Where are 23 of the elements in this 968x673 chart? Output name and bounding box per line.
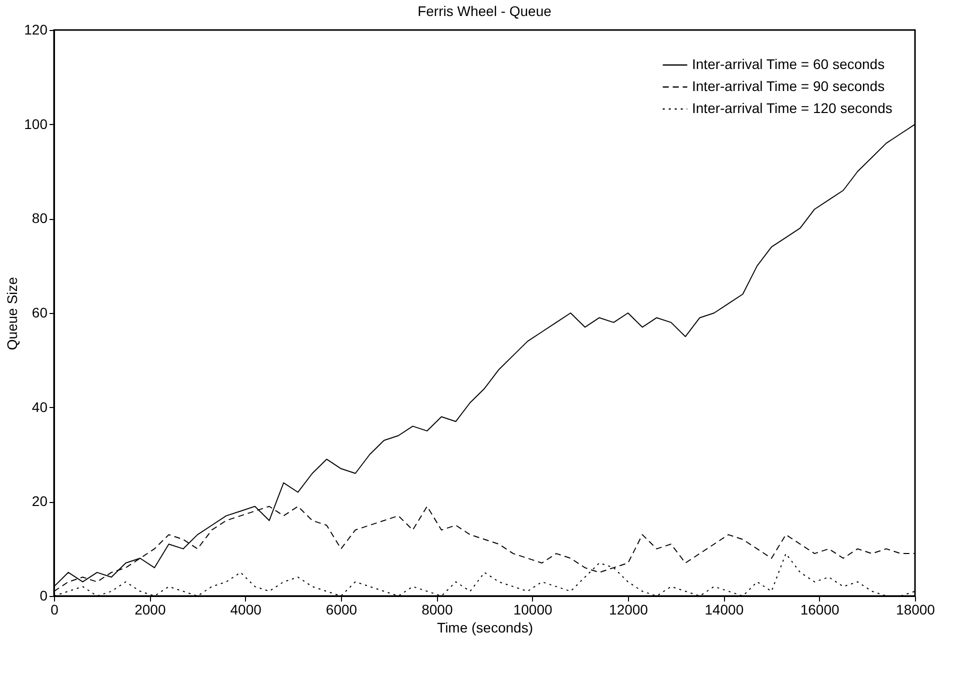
- x-tick-label: 14000: [704, 602, 744, 618]
- legend-label: Inter-arrival Time = 60 seconds: [692, 56, 885, 72]
- x-tick-label: 0: [50, 602, 59, 618]
- x-tick-label: 16000: [800, 602, 840, 618]
- y-tick-label: 20: [32, 493, 48, 510]
- y-tick-label: 0: [40, 588, 48, 604]
- legend-label: Inter-arrival Time = 120 seconds: [692, 100, 892, 116]
- y-axis-title: Queue Size: [4, 276, 20, 350]
- x-tick-label: 18000: [896, 602, 936, 618]
- x-tick-label: 8000: [422, 602, 453, 618]
- y-tick-label: 40: [32, 398, 48, 415]
- y-tick-label: 100: [24, 116, 48, 132]
- y-tick-label: 80: [32, 210, 48, 226]
- legend-label: Inter-arrival Time = 90 seconds: [692, 78, 885, 94]
- y-tick-label: 60: [32, 304, 48, 320]
- x-tick-label: 10000: [513, 602, 553, 618]
- x-tick-label: 12000: [609, 602, 648, 618]
- x-tick-label: 4000: [230, 602, 262, 618]
- x-axis-title: Time (seconds): [437, 620, 533, 636]
- chart-title: Ferris Wheel - Queue: [418, 3, 552, 19]
- x-tick-label: 2000: [134, 602, 166, 618]
- y-tick-label: 120: [24, 22, 48, 38]
- x-tick-label: 6000: [326, 602, 358, 618]
